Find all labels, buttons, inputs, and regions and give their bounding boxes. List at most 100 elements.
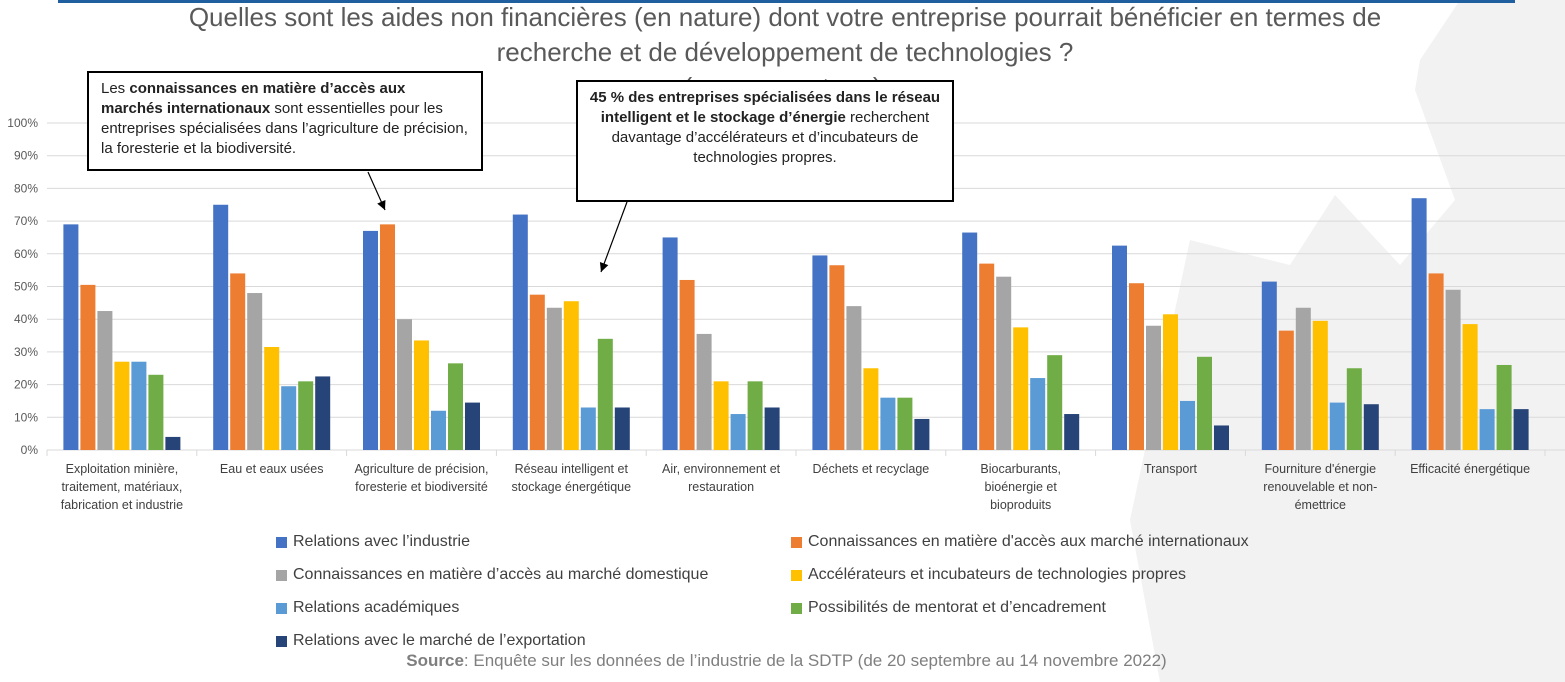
- x-tick-label: Transport: [1095, 460, 1247, 478]
- legend-swatch: [276, 602, 287, 614]
- x-tick-label: Fourniture d'énergie renouvelable et non-…: [1244, 460, 1396, 514]
- x-tick-label-line: Exploitation minière,: [65, 462, 179, 476]
- title-line-2: recherche et de développement de technol…: [496, 37, 1074, 67]
- y-tick-label: 30%: [14, 345, 38, 359]
- legend-label: Relations avec l’industrie: [293, 533, 470, 550]
- bar: [829, 265, 845, 450]
- x-tick-label: Déchets et recyclage: [795, 460, 947, 478]
- y-tick-label: 0%: [21, 443, 39, 457]
- x-tick-label: Exploitation minière, traitement, matéria…: [46, 460, 198, 514]
- x-tick-label: Eau et eaux usées: [196, 460, 348, 478]
- bar: [863, 368, 879, 450]
- bar: [614, 407, 630, 450]
- bar: [662, 237, 678, 450]
- top-rule: [58, 0, 1515, 3]
- bar: [1462, 324, 1478, 450]
- x-tick-label: Agriculture de précision, foresterie et b…: [346, 460, 498, 496]
- bar: [1295, 307, 1311, 450]
- bar: [563, 301, 579, 450]
- bar: [812, 255, 828, 450]
- x-tick-label-line: émettrice: [1294, 498, 1346, 512]
- bar: [465, 402, 480, 450]
- bar: [1112, 245, 1127, 450]
- callout-text-bold: connaissances en matière d’accès aux mar…: [101, 80, 406, 117]
- callout-text: Les: [101, 80, 130, 97]
- x-tick-label-line: stockage énergétique: [511, 480, 632, 494]
- legend-swatch: [276, 536, 287, 548]
- legend-item: Relations avec l’industrie: [276, 533, 470, 551]
- callout-arrow-smart-grid-head: [599, 261, 609, 272]
- bar: [63, 224, 79, 450]
- bar: [397, 319, 412, 450]
- bar: [148, 374, 164, 450]
- x-tick-label-line: Efficacité énergétique: [1410, 462, 1531, 476]
- bar: [747, 381, 763, 450]
- y-tick-label: 20%: [14, 378, 38, 392]
- bar: [1312, 320, 1328, 450]
- bar: [529, 294, 545, 450]
- x-tick-label-line: traitement, matériaux,: [61, 480, 183, 494]
- bar: [1346, 368, 1362, 450]
- bar: [114, 361, 130, 450]
- bar: [1513, 409, 1529, 450]
- callout-text: sont essentielles pour les entreprises s…: [101, 100, 468, 157]
- legend-item: Connaissances en matière d'accès aux mar…: [791, 533, 1249, 551]
- bar: [512, 214, 528, 450]
- bar: [1278, 330, 1294, 450]
- bar: [897, 397, 913, 450]
- bar: [914, 418, 930, 450]
- legend-label: Connaissances en matière d’accès au marc…: [293, 566, 709, 583]
- bar: [996, 276, 1012, 450]
- y-tick-label: 40%: [14, 312, 38, 326]
- bar: [962, 232, 978, 450]
- x-tick-label: Réseau intelligent et stockage énergétiqu…: [495, 460, 647, 496]
- legend-label: Accélérateurs et incubateurs de technolo…: [808, 566, 1186, 583]
- bar: [1146, 325, 1161, 450]
- bar: [1329, 402, 1345, 450]
- bar: [580, 407, 596, 450]
- x-tick-label-line: Eau et eaux usées: [219, 462, 324, 476]
- x-tick-label-line: bioproduits: [990, 498, 1052, 512]
- x-tick-label-line: restauration: [688, 480, 755, 494]
- legend-item: Connaissances en matière d’accès au marc…: [276, 566, 708, 584]
- bar: [247, 293, 263, 450]
- x-tick-label-line: Biocarburants,: [980, 462, 1061, 476]
- source-note: Source: Enquête sur les données de l’ind…: [0, 651, 1565, 671]
- bar: [764, 407, 780, 450]
- callout-text: recherchent davantage d’accélérateurs et…: [611, 109, 930, 166]
- bar: [315, 376, 331, 450]
- bar: [713, 381, 729, 450]
- x-tick-label-line: foresterie et biodiversité: [355, 480, 488, 494]
- y-tick-label: 90%: [14, 149, 38, 163]
- x-tick-label-line: fabrication et industrie: [60, 498, 184, 512]
- bar: [730, 414, 746, 450]
- source-text: : Enquête sur les données de l’industrie…: [463, 651, 1167, 670]
- x-tick-label-line: Agriculture de précision,: [354, 462, 489, 476]
- x-tick-label-line: Air, environnement et: [662, 462, 781, 476]
- bar: [679, 279, 695, 450]
- legend-label: Relations avec le marché de l’exportatio…: [293, 632, 586, 649]
- legend-item: Accélérateurs et incubateurs de technolo…: [791, 566, 1186, 584]
- bar: [1479, 409, 1495, 450]
- bar: [1214, 425, 1229, 450]
- bar: [230, 273, 246, 450]
- callout-text-bold: 45 % des entreprises spécialisées dans l…: [589, 89, 941, 126]
- title-line-1: Quelles sont les aides non financières (…: [188, 2, 1382, 32]
- x-tick-label-line: Réseau intelligent et: [514, 462, 628, 476]
- source-label: Source: [406, 651, 464, 670]
- bar: [1363, 404, 1379, 450]
- legend-label: Connaissances en matière d'accès aux mar…: [808, 533, 1249, 550]
- bar: [1047, 355, 1063, 450]
- bar: [363, 230, 378, 450]
- y-tick-label: 60%: [14, 247, 38, 261]
- y-tick-label: 50%: [14, 280, 38, 294]
- bar: [1180, 400, 1195, 450]
- x-tick-label-line: bioénergie et: [984, 480, 1057, 494]
- x-tick-label: Air, environnement et restauration: [645, 460, 797, 496]
- y-tick-label: 80%: [14, 181, 38, 195]
- bar: [1428, 273, 1444, 450]
- bar: [298, 381, 314, 450]
- background-leaf-polygon: [1130, 0, 1565, 682]
- x-tick-label-line: Déchets et recyclage: [812, 462, 930, 476]
- bar: [414, 340, 429, 450]
